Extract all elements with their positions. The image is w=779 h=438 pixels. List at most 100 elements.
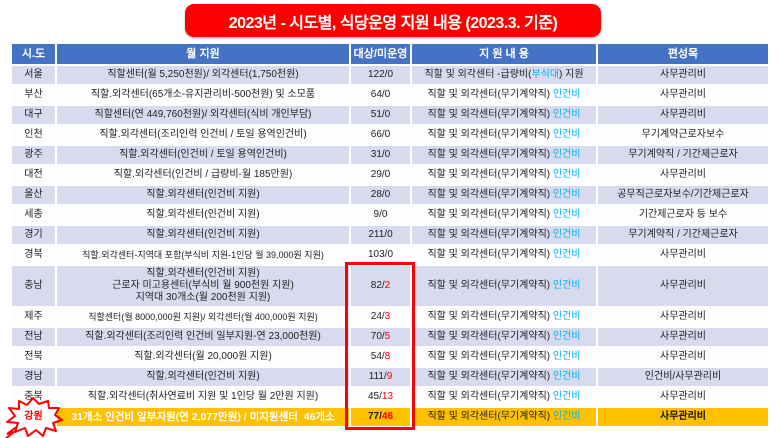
monthly-support-cell: 직할.외각센터(인건비 지원) — [57, 206, 351, 226]
budget-category-cell: 사무관리비 — [598, 86, 768, 106]
budget-category-cell: 무기계약직 / 기간제근로자 — [598, 226, 768, 246]
region-cell: 강원 — [12, 408, 57, 428]
region-cell: 전남 — [12, 328, 57, 348]
support-content-cell: 직할 및 외각센터(무기계약직) 인건비 — [412, 368, 598, 388]
support-table: 시.도 월 지원 대상/미운영 지 원 내 용 편성목 서울 직할센터(월 5,2… — [12, 44, 768, 428]
budget-category-cell: 공무직근로자보수/기간제근로자 — [598, 186, 768, 206]
budget-category-cell: 사무관리비 — [598, 166, 768, 186]
budget-category-cell: 무기계약근로자보수 — [598, 126, 768, 146]
table-row: 대구 직할센터(연 449,760천원)/ 외각센터(식비 개인부담) 51/0 직할… — [12, 106, 768, 126]
support-content-cell: 직할 및 외각센터(무기계약직) 인건비 — [412, 388, 598, 408]
region-cell: 제주 — [12, 308, 57, 328]
column-header-budget: 편성목 — [598, 44, 768, 66]
region-cell: 경북 — [12, 246, 57, 266]
target-count-cell: 28/0 — [351, 186, 412, 206]
monthly-support-cell: 직할.외각센터-지역대 포함(부식비 지원-1인당 월 39,000원 지원) — [57, 246, 351, 266]
support-content-cell: 직할 및 외각센터(무기계약직) 인건비 — [412, 328, 598, 348]
target-count-cell: 31/0 — [351, 146, 412, 166]
region-cell: 부산 — [12, 86, 57, 106]
budget-category-cell: 사무관리비 — [598, 348, 768, 368]
support-content-cell: 직할 및 외각센터(무기계약직) 인건비 — [412, 166, 598, 186]
monthly-support-cell: 직할.외각센터(월 20,000원 지원) — [57, 348, 351, 368]
target-count-cell: 77/46 — [351, 408, 412, 428]
support-content-cell: 직할 및 외각센터(무기계약직) 인건비 — [412, 146, 598, 166]
region-cell: 인천 — [12, 126, 57, 146]
monthly-support-cell: 직할.외각센터(조리인력 인건비 / 토일 용역인건비) — [57, 126, 351, 146]
monthly-support-cell: 직할.외각센터(인건비 / 토일 용역인건비) — [57, 146, 351, 166]
table-row: 강원 31개소 인건비 일부지원(연 2,077만원) / 미지원센터 46개소 7… — [12, 408, 768, 428]
monthly-support-cell: 31개소 인건비 일부지원(연 2,077만원) / 미지원센터 46개소 — [57, 408, 351, 428]
support-content-cell: 직할 및 외각센터 -급량비(부식대) 지원 — [412, 66, 598, 86]
table-row: 울산 직할.외각센터(인건비 지원) 28/0 직할 및 외각센터(무기계약직) 인건… — [12, 186, 768, 206]
monthly-support-cell: 직할.외각센터(취사연료비 지원 및 1인당 월 2만원 지원) — [57, 388, 351, 408]
table-row: 대전 직할.외각센터(인건비 / 급량비-월 185만원) 29/0 직할 및 외각센… — [12, 166, 768, 186]
support-content-cell: 직할 및 외각센터(무기계약직) 인건비 — [412, 186, 598, 206]
target-count-cell: 24/3 — [351, 308, 412, 328]
support-content-cell: 직할 및 외각센터(무기계약직) 인건비 — [412, 206, 598, 226]
monthly-support-cell: 직할.외각센터(인건비 지원) — [57, 368, 351, 388]
support-content-cell: 직할 및 외각센터(무기계약직) 인건비 — [412, 226, 598, 246]
target-count-cell: 9/0 — [351, 206, 412, 226]
table-row: 전남 직할.외각센터(조리인력 인건비 일부지원-연 23,000천원) 70/5 직… — [12, 328, 768, 348]
budget-category-cell: 사무관리비 — [598, 66, 768, 86]
support-content-cell: 직할 및 외각센터(무기계약직) 인건비 — [412, 348, 598, 368]
table-row: 부산 직할.외각센터(65개소-유지관리비-500천원) 및 소모품 64/0 직할 … — [12, 86, 768, 106]
budget-category-cell: 사무관리비 — [598, 246, 768, 266]
region-cell: 전북 — [12, 348, 57, 368]
support-content-cell: 직할 및 외각센터(무기계약직) 인건비 — [412, 308, 598, 328]
target-count-cell: 211/0 — [351, 226, 412, 246]
region-cell: 대구 — [12, 106, 57, 126]
table-row: 제주 직할센터(월 8000,000원 지원)/ 외각센터(월 400,000원 … — [12, 308, 768, 328]
support-content-cell: 직할 및 외각센터(무기계약직) 인건비 — [412, 126, 598, 146]
target-count-cell: 54/8 — [351, 348, 412, 368]
region-cell: 충남 — [12, 266, 57, 308]
budget-category-cell: 사무관리비 — [598, 328, 768, 348]
target-count-cell: 29/0 — [351, 166, 412, 186]
table-row: 세종 직할.외각센터(인건비 지원) 9/0 직할 및 외각센터(무기계약직) 인건비… — [12, 206, 768, 226]
target-count-cell: 66/0 — [351, 126, 412, 146]
support-content-cell: 직할 및 외각센터(무기계약직) 인건비 — [412, 408, 598, 428]
table-header-row: 시.도 월 지원 대상/미운영 지 원 내 용 편성목 — [12, 44, 768, 66]
table-row: 광주 직할.외각센터(인건비 / 토일 용역인건비) 31/0 직할 및 외각센터(무… — [12, 146, 768, 166]
target-count-cell: 111/9 — [351, 368, 412, 388]
column-header-region: 시.도 — [12, 44, 57, 66]
budget-category-cell: 사무관리비 — [598, 106, 768, 126]
budget-category-cell: 사무관리비 — [598, 388, 768, 408]
table-row: 경기 직할.외각센터(인건비 지원) 211/0 직할 및 외각센터(무기계약직) 인… — [12, 226, 768, 246]
support-content-cell: 직할 및 외각센터(무기계약직) 인건비 — [412, 266, 598, 308]
support-content-cell: 직할 및 외각센터(무기계약직) 인건비 — [412, 86, 598, 106]
table-row: 충북 직할.외각센터(취사연료비 지원 및 1인당 월 2만원 지원) 45/13 직… — [12, 388, 768, 408]
table-body: 서울 직할센터(월 5,250천원)/ 외각센터(1,750천원) 122/0 직할 … — [12, 66, 768, 428]
monthly-support-cell: 직할.외각센터(인건비 지원) — [57, 226, 351, 246]
table-row: 경북 직할.외각센터-지역대 포함(부식비 지원-1인당 월 39,000원 지원… — [12, 246, 768, 266]
monthly-support-cell: 직할센터(월 5,250천원)/ 외각센터(1,750천원) — [57, 66, 351, 86]
support-content-cell: 직할 및 외각센터(무기계약직) 인건비 — [412, 246, 598, 266]
budget-category-cell: 사무관리비 — [598, 266, 768, 308]
target-count-cell: 64/0 — [351, 86, 412, 106]
table-row: 전북 직할.외각센터(월 20,000원 지원) 54/8 직할 및 외각센터(무기계… — [12, 348, 768, 368]
table-row: 인천 직할.외각센터(조리인력 인건비 / 토일 용역인건비) 66/0 직할 및 외… — [12, 126, 768, 146]
monthly-support-cell: 직할센터(연 449,760천원)/ 외각센터(식비 개인부담) — [57, 106, 351, 126]
target-count-cell: 45/13 — [351, 388, 412, 408]
column-header-content: 지 원 내 용 — [412, 44, 598, 66]
budget-category-cell: 무기계약직 / 기간제근로자 — [598, 146, 768, 166]
target-count-cell: 122/0 — [351, 66, 412, 86]
budget-category-cell: 사무관리비 — [598, 408, 768, 428]
table-row: 경남 직할.외각센터(인건비 지원) 111/9 직할 및 외각센터(무기계약직) 인… — [12, 368, 768, 388]
table-row: 서울 직할센터(월 5,250천원)/ 외각센터(1,750천원) 122/0 직할 … — [12, 66, 768, 86]
target-count-cell: 103/0 — [351, 246, 412, 266]
region-cell: 경남 — [12, 368, 57, 388]
region-cell: 광주 — [12, 146, 57, 166]
table-row: 충남 직할.외각센터(인건비 지원) 근로자 미고용센터(부식비 월 900천원 … — [12, 266, 768, 308]
region-cell: 대전 — [12, 166, 57, 186]
monthly-support-cell: 직할센터(월 8000,000원 지원)/ 외각센터(월 400,000원 지원… — [57, 308, 351, 328]
region-cell: 세종 — [12, 206, 57, 226]
column-header-target: 대상/미운영 — [351, 44, 412, 66]
target-count-cell: 82/2 — [351, 266, 412, 308]
region-cell: 경기 — [12, 226, 57, 246]
region-cell: 울산 — [12, 186, 57, 206]
column-header-monthly-support: 월 지원 — [57, 44, 351, 66]
monthly-support-cell: 직할.외각센터(인건비 지원) 근로자 미고용센터(부식비 월 900천원 지원… — [57, 266, 351, 308]
monthly-support-cell: 직할.외각센터(인건비 / 급량비-월 185만원) — [57, 166, 351, 186]
region-cell: 충북 — [12, 388, 57, 408]
